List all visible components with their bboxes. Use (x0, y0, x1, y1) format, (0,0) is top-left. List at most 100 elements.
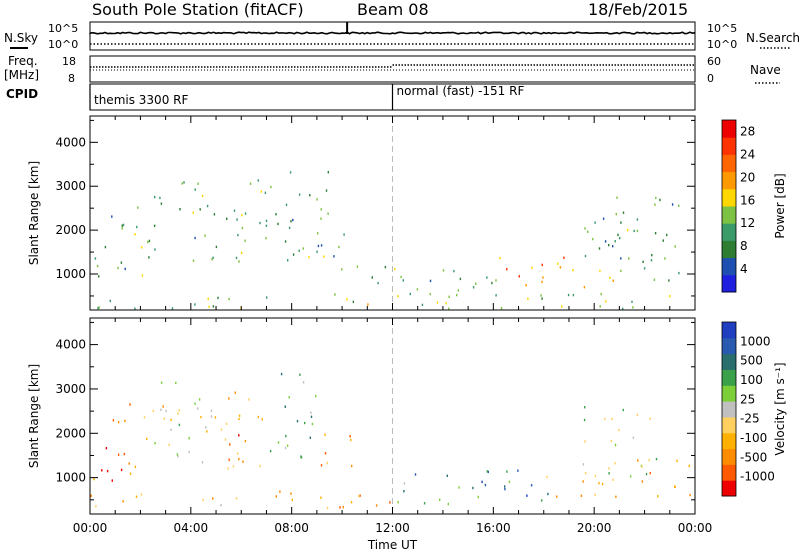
data-cell (93, 477, 95, 481)
colorbar-segment (722, 369, 736, 386)
data-cell (188, 450, 190, 454)
data-cell (673, 485, 676, 488)
data-cell (129, 403, 131, 406)
data-cell (234, 391, 236, 394)
data-cell (611, 417, 613, 421)
data-cell (238, 417, 240, 421)
data-cell (123, 452, 126, 456)
data-cell (257, 179, 259, 182)
data-cell (117, 420, 120, 424)
data-cell (148, 239, 151, 243)
data-cell (612, 478, 614, 481)
x-tick-label: 04:00 (174, 521, 209, 535)
colorbar-segment (722, 448, 736, 465)
data-cell (159, 196, 161, 200)
data-cell (622, 307, 624, 311)
data-cell (244, 239, 246, 242)
colorbar-segment (722, 464, 736, 481)
data-cell (637, 459, 639, 462)
data-cell (584, 227, 586, 230)
data-cell (688, 464, 690, 468)
data-cell (584, 406, 586, 409)
data-cell (602, 217, 605, 220)
nsky-line (89, 31, 696, 35)
data-cell (323, 255, 325, 258)
data-cell (601, 482, 604, 486)
data-cell (547, 492, 549, 496)
data-cell (622, 408, 624, 412)
data-cell (654, 203, 656, 206)
data-cell (636, 413, 639, 417)
data-cell (614, 462, 616, 465)
data-cell (124, 419, 126, 423)
data-cell (676, 459, 678, 463)
freq-label-line1: Freq. (8, 54, 38, 68)
data-cell (541, 499, 543, 502)
data-cell (654, 232, 657, 235)
data-cell (631, 300, 633, 303)
data-cell (146, 437, 148, 441)
data-cell (152, 409, 154, 413)
data-cell (270, 185, 272, 189)
data-cell (414, 473, 417, 476)
colorbar-tick-label: 8 (740, 239, 748, 253)
x-tick-label: 16:00 (476, 521, 511, 535)
data-cell (284, 240, 287, 243)
data-cell (226, 217, 228, 220)
data-cell (171, 307, 174, 310)
data-cell (541, 297, 543, 300)
data-cell (653, 278, 656, 281)
data-cell (541, 263, 543, 267)
data-cell (620, 221, 622, 224)
nave-tick-bottom: 0 (707, 72, 714, 85)
freq-tick-bottom: 8 (68, 72, 75, 85)
data-cell (302, 381, 305, 384)
data-cell (178, 409, 180, 412)
data-cell (636, 218, 639, 221)
data-cell (339, 506, 341, 509)
data-cell (598, 247, 601, 250)
data-cell (394, 267, 396, 271)
data-cell (678, 271, 680, 275)
data-cell (259, 464, 261, 468)
data-cell (542, 276, 544, 279)
data-cell (259, 221, 261, 225)
nsearch-label: N.Search (746, 31, 800, 45)
velocity-panel: 1000 2000 3000 4000 Slant Range [km] 1000 500 1… (27, 317, 787, 552)
data-cell (651, 253, 653, 257)
data-cell (101, 469, 103, 472)
data-cell (400, 275, 402, 279)
data-cell (608, 467, 610, 470)
y-tick-label: 4000 (55, 135, 86, 149)
data-cell (192, 259, 195, 262)
data-cells (94, 171, 680, 311)
data-cell (194, 402, 196, 405)
y-tick-label: 1000 (55, 267, 86, 281)
data-cell (320, 496, 322, 499)
data-cell (628, 257, 630, 260)
data-cell (201, 194, 204, 197)
data-cell (572, 293, 575, 297)
data-cell (439, 498, 441, 501)
data-cell (168, 443, 170, 447)
data-cell (285, 434, 287, 438)
station-title: South Pole Station (fitACF) (92, 0, 304, 19)
data-cell (327, 171, 329, 174)
data-cell (228, 458, 230, 461)
data-cell (320, 208, 322, 211)
nsky-tick-top: 10^5 (48, 22, 78, 35)
data-cell (615, 495, 617, 498)
data-cell (650, 259, 653, 262)
data-cell (208, 305, 210, 308)
data-cell (111, 479, 113, 482)
data-cell (317, 244, 320, 248)
colorbar-tick-label: 20 (740, 170, 755, 184)
data-cell (199, 208, 201, 211)
colorbar-segment (722, 385, 736, 402)
data-cell (194, 303, 196, 306)
colorbar-tick-label: 100 (740, 373, 763, 387)
data-cell (626, 228, 629, 232)
data-cell (224, 438, 227, 441)
data-cell (279, 490, 281, 493)
data-cell (649, 417, 651, 420)
